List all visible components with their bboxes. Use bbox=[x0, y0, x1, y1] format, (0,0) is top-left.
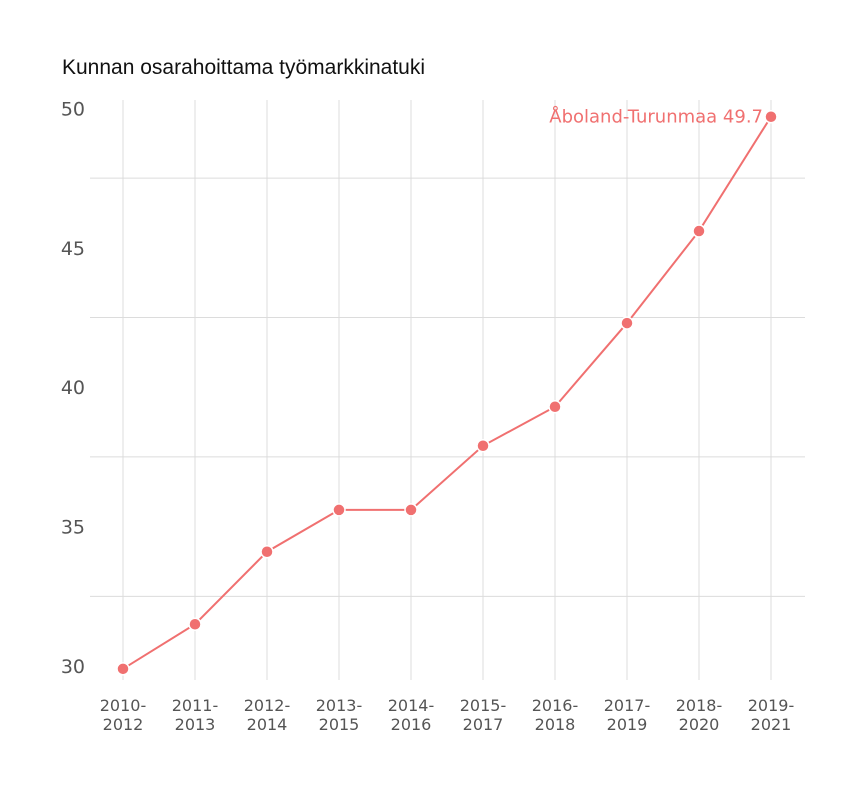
x-tick-label: 2013-2015 bbox=[316, 696, 363, 734]
data-point bbox=[764, 109, 778, 124]
data-point bbox=[548, 399, 562, 414]
series-line bbox=[122, 116, 772, 670]
data-point bbox=[620, 316, 634, 330]
data-point bbox=[404, 503, 418, 517]
data-point bbox=[332, 503, 346, 517]
y-tick-label: 50 bbox=[61, 98, 85, 120]
series: Åboland-Turunmaa 49.7 bbox=[116, 106, 778, 676]
x-tick-label: 2018-2020 bbox=[676, 696, 723, 734]
data-point bbox=[116, 662, 130, 676]
data-point bbox=[692, 224, 706, 238]
x-tick-label: 2011-2013 bbox=[172, 696, 219, 734]
y-tick-label: 40 bbox=[61, 377, 85, 399]
x-tick-label: 2017-2019 bbox=[604, 696, 651, 734]
chart-title: Kunnan osarahoittama työmarkkinatuki bbox=[62, 56, 426, 79]
x-tick-label: 2012-2014 bbox=[244, 696, 291, 734]
data-point bbox=[188, 617, 202, 631]
x-tick-label: 2016-2018 bbox=[532, 696, 579, 734]
x-tick-label: 2014-2016 bbox=[388, 696, 435, 734]
axes: 30 35 40 45 50 2010-2012 2011-2013 2012-2014 201… bbox=[61, 98, 794, 734]
data-point bbox=[476, 439, 490, 453]
grid bbox=[90, 100, 805, 680]
series-end-label: Åboland-Turunmaa 49.7 bbox=[549, 106, 763, 128]
x-tick-label: 2015-2017 bbox=[460, 696, 507, 734]
x-tick-label: 2010-2012 bbox=[100, 696, 147, 734]
x-tick-label: 2019-2021 bbox=[748, 696, 795, 734]
y-tick-label: 45 bbox=[61, 238, 85, 260]
y-tick-label: 30 bbox=[61, 656, 85, 678]
data-point bbox=[260, 544, 274, 559]
y-tick-label: 35 bbox=[61, 517, 85, 539]
